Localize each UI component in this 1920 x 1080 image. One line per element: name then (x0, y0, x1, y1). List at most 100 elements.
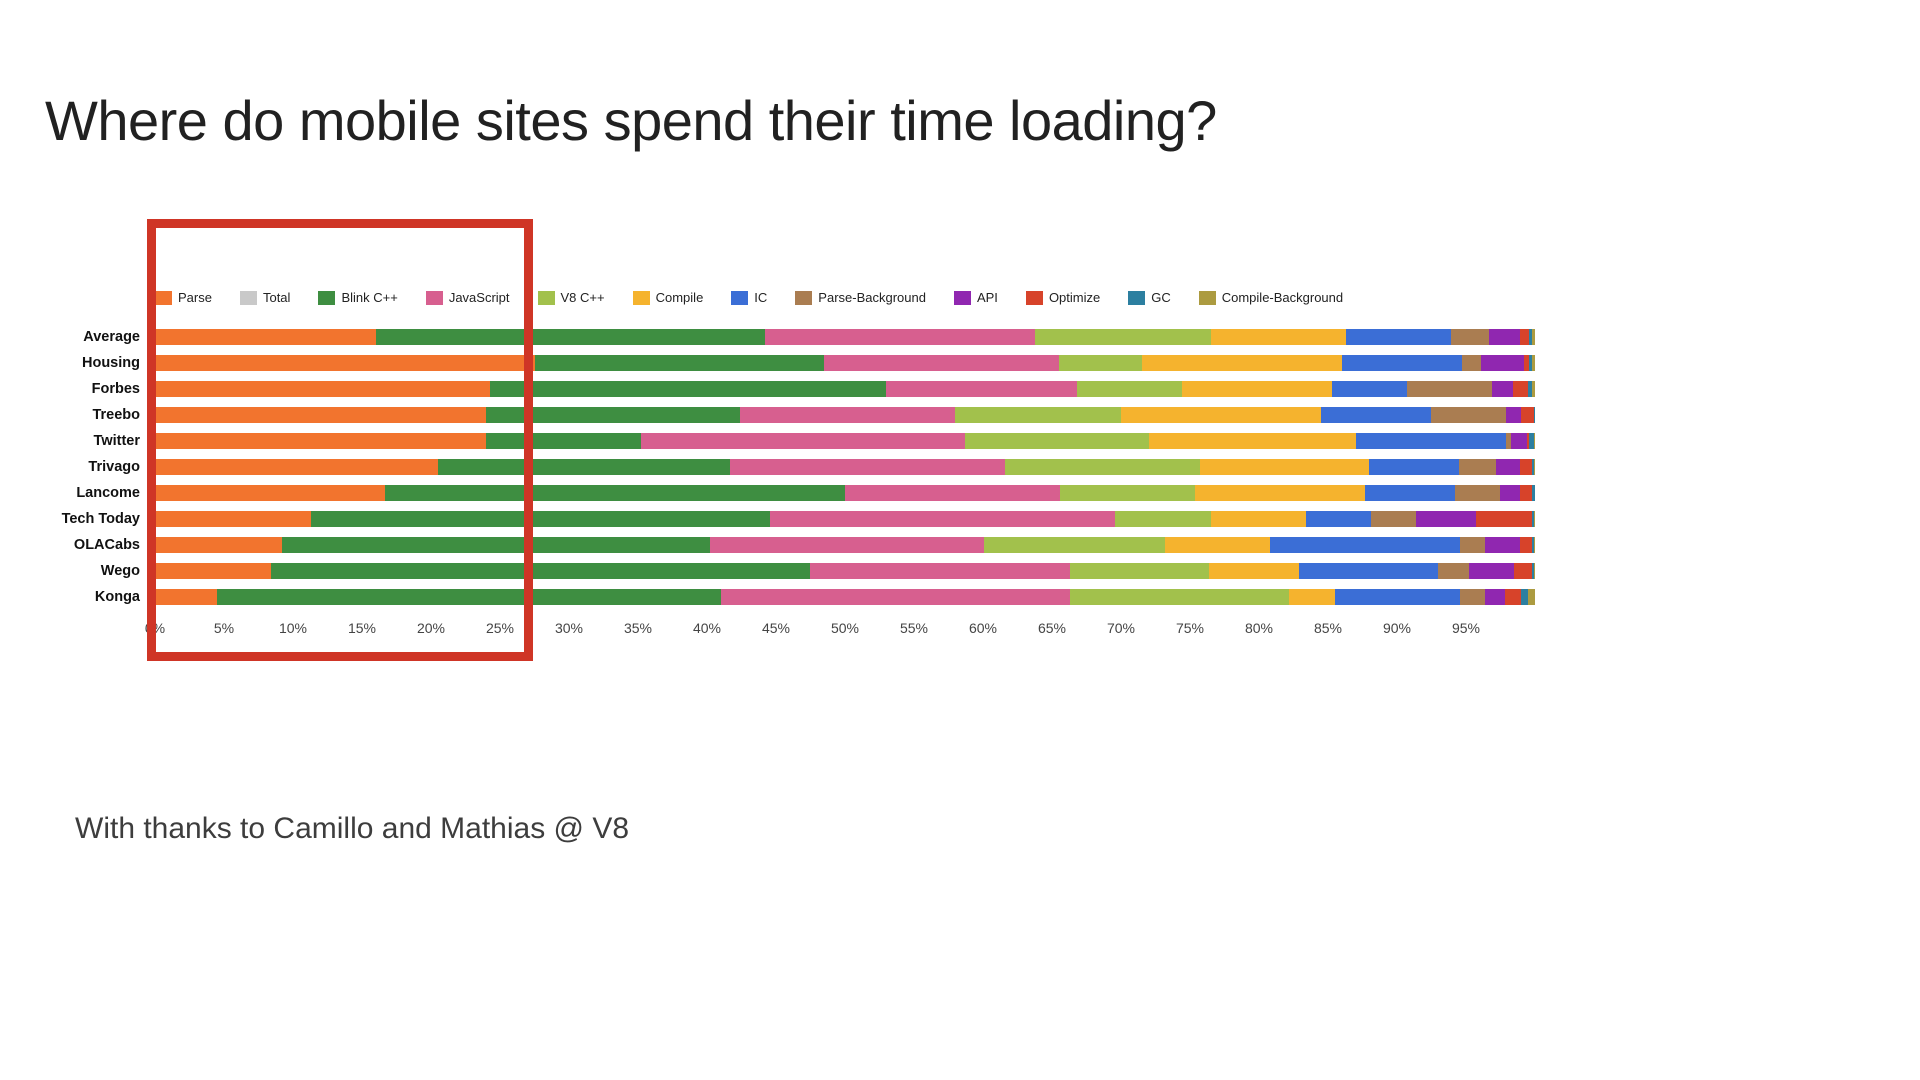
bar-wego (155, 563, 1535, 579)
row-label-average: Average (83, 329, 140, 345)
bar-segment-twitter-javascript (640, 433, 966, 449)
bar-segment-tech-today-compile-background (1533, 511, 1535, 527)
bar-segment-forbes-blink-c (490, 381, 887, 397)
bar-segment-trivago-compile (1199, 459, 1370, 475)
bar-segment-housing-blink-c (534, 355, 825, 371)
bar-segment-average-optimize (1519, 329, 1530, 345)
bar-konga (155, 589, 1535, 605)
bar-segment-treebo-blink-c (486, 407, 741, 423)
bar-segment-lancome-v8-c (1060, 485, 1196, 501)
bar-segment-wego-api (1468, 563, 1515, 579)
bar-housing (155, 355, 1535, 371)
bar-segment-wego-ic (1298, 563, 1439, 579)
chart-row-trivago: Trivago (88, 454, 1535, 480)
bar-segment-forbes-compile (1181, 381, 1333, 397)
legend-label-javascript: JavaScript (448, 290, 510, 305)
bar-segment-wego-compile (1209, 563, 1299, 579)
legend-item-parse-background: Parse-Background (795, 290, 926, 305)
credit-text: With thanks to Camillo and Mathias @ V8 (75, 812, 630, 845)
row-label-tech-today: Tech Today (61, 511, 140, 527)
bar-segment-treebo-javascript (740, 407, 956, 423)
bar-segment-forbes-parse-background (1406, 381, 1493, 397)
x-tick-55: 55% (899, 620, 929, 636)
bar-segment-konga-optimize (1504, 589, 1522, 605)
bar-segment-lancome-parse (155, 485, 386, 501)
bar-segment-trivago-parse-background (1459, 459, 1497, 475)
legend-item-blink-c: Blink C++ (318, 290, 398, 305)
chart-legend: Parse Total Blink C++ JavaScript V8 C++ Compi… (155, 290, 1343, 305)
bar-segment-average-compile-background (1532, 329, 1535, 345)
x-tick-10: 10% (278, 620, 308, 636)
bar-segment-housing-optimize (1523, 355, 1530, 371)
x-tick-5: 5% (213, 620, 235, 636)
bar-segment-average-parse (155, 329, 376, 345)
bar-segment-twitter-ic (1355, 433, 1506, 449)
bar-segment-tech-today-ic (1305, 511, 1371, 527)
row-label-olacabs: OLACabs (73, 537, 140, 553)
legend-swatch-parse (155, 290, 172, 305)
bar-segment-konga-v8-c (1069, 589, 1290, 605)
bar-segment-lancome-blink-c (385, 485, 845, 501)
bar-twitter (155, 433, 1535, 449)
legend-item-compile: Compile (632, 290, 703, 305)
bar-segment-wego-parse (155, 563, 271, 579)
legend-item-total: Total (239, 290, 290, 305)
bar-segment-average-compile (1210, 329, 1346, 345)
legend-swatch-parse-background (795, 290, 813, 305)
bar-segment-housing-compile-background (1532, 355, 1535, 371)
bar-segment-twitter-parse-background (1505, 433, 1512, 449)
bar-segment-konga-compile-background (1528, 589, 1535, 605)
legend-label-v8-c: V8 C++ (560, 290, 605, 305)
legend-item-gc: GC (1128, 290, 1171, 305)
bar-treebo (155, 407, 1535, 423)
legend-label-parse: Parse (178, 290, 212, 305)
bar-forbes (155, 381, 1535, 397)
bar-segment-forbes-api (1492, 381, 1513, 397)
bar-segment-olacabs-parse (155, 537, 282, 553)
legend-label-blink-c: Blink C++ (341, 290, 398, 305)
legend-item-javascript: JavaScript (425, 290, 510, 305)
bar-segment-housing-gc (1529, 355, 1533, 371)
row-label-housing: Housing (82, 355, 140, 371)
bar-segment-average-javascript (764, 329, 1036, 345)
legend-swatch-api (953, 290, 971, 305)
legend-item-parse: Parse (155, 290, 212, 305)
x-tick-50: 50% (830, 620, 860, 636)
x-tick-60: 60% (968, 620, 998, 636)
bar-segment-treebo-compile (1120, 407, 1322, 423)
bar-segment-twitter-compile (1148, 433, 1356, 449)
bar-segment-average-blink-c (375, 329, 765, 345)
bar-lancome (155, 485, 1535, 501)
bar-segment-wego-parse-background (1438, 563, 1469, 579)
bar-segment-twitter-optimize (1526, 433, 1530, 449)
bar-segment-treebo-parse (155, 407, 487, 423)
legend-item-ic: IC (731, 290, 767, 305)
bar-segment-forbes-compile-background (1532, 381, 1535, 397)
bar-segment-trivago-optimize (1519, 459, 1533, 475)
row-label-lancome: Lancome (76, 485, 140, 501)
legend-swatch-compile (632, 290, 650, 305)
bar-segment-konga-parse-background (1460, 589, 1486, 605)
x-tick-35: 35% (623, 620, 653, 636)
chart-row-tech-today: Tech Today (62, 506, 1535, 532)
x-tick-95: 95% (1451, 620, 1481, 636)
bar-segment-wego-optimize (1514, 563, 1533, 579)
bar-segment-olacabs-parse-background (1460, 537, 1486, 553)
bar-segment-lancome-ic (1365, 485, 1455, 501)
x-tick-0: 0% (144, 620, 166, 636)
bar-segment-tech-today-gc (1532, 511, 1534, 527)
bar-segment-tech-today-api (1416, 511, 1476, 527)
chart-row-average: Average (83, 324, 1535, 350)
bar-segment-housing-v8-c (1058, 355, 1142, 371)
row-label-konga: Konga (94, 589, 140, 605)
row-label-treebo: Treebo (92, 407, 140, 423)
bar-segment-lancome-javascript (844, 485, 1061, 501)
chart-row-olacabs: OLACabs (74, 532, 1535, 558)
bar-segment-twitter-api (1511, 433, 1527, 449)
bar-segment-olacabs-compile (1165, 537, 1270, 553)
chart-row-wego: Wego (101, 558, 1535, 584)
bar-segment-housing-api (1481, 355, 1524, 371)
legend-item-v8-c: V8 C++ (537, 290, 605, 305)
legend-swatch-compile-background (1198, 290, 1216, 305)
bar-segment-konga-javascript (720, 589, 1070, 605)
